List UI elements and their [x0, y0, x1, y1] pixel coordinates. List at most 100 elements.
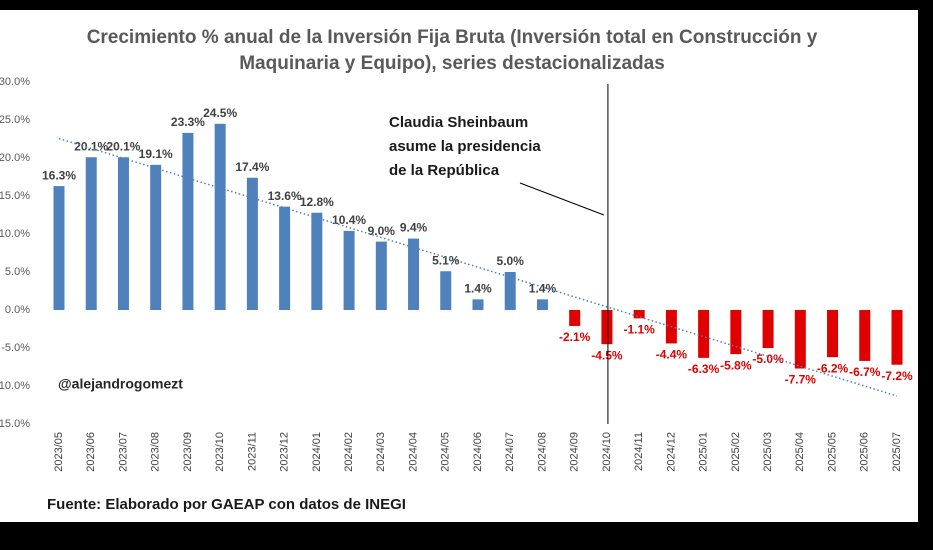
- value-label: 20.1%: [74, 139, 108, 153]
- y-tick-label: -5.0%: [1, 342, 30, 354]
- chart-title: Maquinaria y Equipo), series destacional…: [239, 53, 665, 74]
- value-label: -2.1%: [559, 330, 591, 344]
- x-tick-label: 2023/06: [85, 432, 97, 472]
- y-tick-label: 25.0%: [0, 114, 30, 126]
- value-label: 20.1%: [106, 139, 140, 153]
- value-label: 17.4%: [235, 160, 269, 174]
- value-label: -5.8%: [720, 358, 752, 372]
- value-label: 23.3%: [171, 115, 205, 129]
- x-tick-label: 2025/03: [762, 432, 774, 472]
- value-label: 5.1%: [432, 253, 460, 267]
- x-tick-label: 2024/04: [407, 432, 419, 472]
- watermark: @alejandrogomezt: [58, 376, 183, 392]
- bar: [472, 299, 484, 310]
- x-tick-label: 2023/07: [117, 432, 129, 472]
- annotation-pointer: [519, 182, 605, 216]
- x-tick-label: 2023/11: [246, 432, 258, 471]
- bar: [117, 157, 129, 310]
- value-label: 1.4%: [529, 282, 557, 296]
- x-tick-label: 2025/06: [859, 432, 871, 472]
- value-label: -1.1%: [623, 323, 655, 337]
- bar: [311, 212, 323, 310]
- value-label: -4.4%: [656, 348, 688, 362]
- value-label: 16.3%: [42, 168, 76, 182]
- bar: [150, 164, 162, 310]
- bar: [633, 310, 645, 319]
- x-tick-label: 2025/05: [826, 432, 838, 472]
- x-tick-label: 2024/01: [311, 432, 323, 472]
- value-label: -7.7%: [785, 373, 817, 387]
- x-tick-label: 2024/09: [569, 432, 581, 472]
- annotation-text: de la República: [389, 162, 500, 179]
- source-note: Fuente: Elaborado por GAEAP con datos de…: [47, 496, 406, 513]
- bar: [53, 186, 65, 310]
- value-label: 1.4%: [464, 282, 492, 296]
- value-label: -6.7%: [849, 365, 881, 379]
- x-tick-label: 2024/08: [536, 432, 548, 472]
- bar: [504, 272, 516, 310]
- y-tick-label: -15.0%: [0, 418, 30, 430]
- x-tick-label: 2024/06: [472, 432, 484, 472]
- value-label: -5.0%: [752, 352, 784, 366]
- x-tick-label: 2025/02: [730, 432, 742, 472]
- x-tick-label: 2025/07: [891, 432, 903, 472]
- bar: [891, 310, 903, 365]
- bar: [182, 132, 194, 310]
- y-tick-label: 20.0%: [0, 152, 30, 164]
- x-tick-label: 2024/02: [343, 432, 355, 472]
- value-label: -7.2%: [881, 369, 913, 383]
- x-tick-label: 2023/08: [150, 432, 162, 472]
- y-tick-label: 15.0%: [0, 190, 30, 202]
- bar: [440, 271, 452, 310]
- value-label: 13.6%: [268, 189, 302, 203]
- x-tick-label: 2024/10: [601, 432, 613, 472]
- bar: [214, 123, 226, 310]
- chart-title: Crecimiento % anual de la Inversión Fija…: [87, 27, 818, 48]
- x-tick-label: 2023/10: [214, 432, 226, 472]
- bar: [375, 241, 387, 310]
- value-label: -4.5%: [591, 348, 623, 362]
- y-tick-label: 5.0%: [5, 266, 30, 278]
- bar: [246, 177, 258, 310]
- x-tick-label: 2024/12: [665, 432, 677, 472]
- bar: [279, 206, 291, 310]
- bar: [536, 299, 548, 310]
- x-tick-label: 2024/05: [440, 432, 452, 472]
- bar: [730, 310, 742, 355]
- bar: [408, 238, 420, 310]
- annotation-text: asume la presidencia: [389, 138, 541, 155]
- y-tick-label: 0.0%: [5, 304, 30, 316]
- bar: [698, 310, 710, 358]
- x-tick-label: 2025/04: [794, 432, 806, 472]
- value-label: 5.0%: [497, 254, 525, 268]
- value-label: 9.4%: [400, 221, 428, 235]
- bar: [762, 310, 774, 348]
- annotation-text: Claudia Sheinbaum: [389, 114, 528, 131]
- bar: [794, 310, 806, 369]
- value-label: 12.8%: [300, 195, 334, 209]
- bar: [601, 310, 613, 345]
- x-tick-label: 2024/11: [633, 432, 645, 471]
- value-label: 24.5%: [203, 106, 237, 120]
- bar: [827, 310, 839, 358]
- bar: [859, 310, 871, 361]
- y-tick-label: -10.0%: [0, 380, 30, 392]
- value-label: -6.3%: [688, 362, 720, 376]
- x-tick-label: 2025/01: [698, 432, 710, 472]
- x-tick-label: 2024/03: [375, 432, 387, 472]
- y-tick-label: 10.0%: [0, 228, 30, 240]
- x-tick-label: 2024/07: [504, 432, 516, 472]
- x-tick-label: 2023/12: [279, 432, 291, 472]
- value-label: 10.4%: [332, 213, 366, 227]
- value-label: 19.1%: [139, 147, 173, 161]
- bar: [569, 310, 581, 326]
- value-label: 9.0%: [368, 224, 396, 238]
- x-tick-label: 2023/05: [53, 432, 65, 472]
- value-label: -6.2%: [817, 361, 849, 375]
- y-tick-label: 30.0%: [0, 76, 30, 88]
- x-tick-label: 2023/09: [182, 432, 194, 472]
- bar: [343, 230, 355, 310]
- bar: [85, 157, 97, 310]
